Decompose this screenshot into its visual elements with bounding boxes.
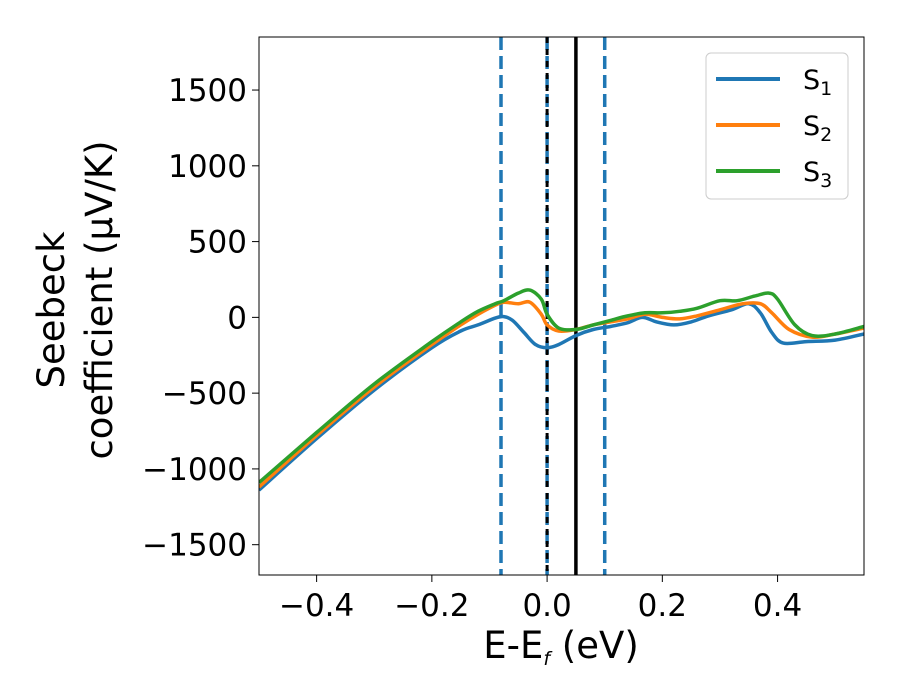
x-tick-label: −0.4 (279, 588, 354, 624)
y-tick-label: 1000 (168, 149, 247, 185)
y-axis-label-line2: coefficient (μV/K) (78, 140, 121, 459)
x-axis-label: E-Ef (eV) (483, 624, 639, 670)
y-tick-label: −1500 (142, 528, 247, 564)
legend-label-s1: S1 (803, 65, 832, 100)
plot-frame (258, 36, 865, 576)
y-tick-label: 1500 (168, 73, 247, 109)
x-tick-label: 0.4 (753, 588, 802, 624)
x-axis-label-unit: (eV) (550, 624, 639, 667)
y-tick-label: −500 (162, 376, 247, 412)
legend-label-s3: S3 (803, 157, 832, 192)
vertical-reference-lines (499, 37, 607, 575)
y-axis-ticks: 1500 1000 500 0 −500 −1000 −1500 (142, 73, 259, 564)
series-line-s1 (259, 301, 864, 492)
x-tick-label: 0.0 (522, 588, 571, 624)
data-series (259, 288, 864, 492)
x-axis-label-main: E-E (483, 624, 543, 667)
y-tick-label: −1000 (142, 452, 247, 488)
legend: S1 S2 S3 (705, 52, 849, 200)
x-axis-ticks: −0.4 −0.2 0.0 0.2 0.4 (279, 575, 802, 624)
y-tick-label: 500 (188, 225, 247, 261)
x-tick-label: 0.2 (638, 588, 687, 624)
x-axis-label-sub: f (543, 648, 553, 670)
y-tick-label: 0 (227, 300, 247, 336)
series-line-s3 (259, 288, 864, 484)
y-axis-label-line1: Seebeck (30, 231, 73, 389)
legend-label-s2: S2 (803, 111, 832, 146)
x-tick-label: −0.2 (394, 588, 469, 624)
